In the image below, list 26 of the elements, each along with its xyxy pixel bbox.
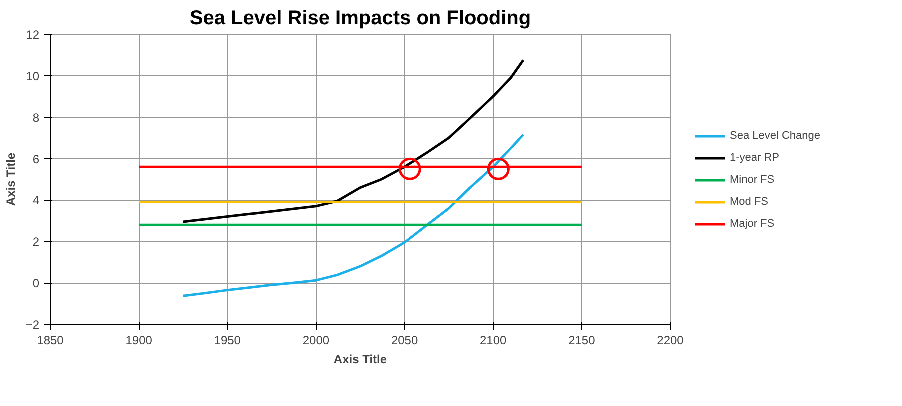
x-tick-label: 2200 [657,334,684,348]
legend-label: Sea Level Change [730,130,821,142]
chart-title: Sea Level Rise Impacts on Flooding [190,8,532,30]
x-tick-label: 2150 [568,334,596,348]
legend-label: Mod FS [730,196,769,208]
line-series [182,59,525,224]
y-tick-label: 2 [32,235,40,250]
y-tick-label: 12 [26,28,40,42]
legend-label: 1-year RP [730,152,780,164]
x-tick-label: 2050 [391,334,418,348]
y-tick-label: 4 [32,194,40,208]
y-tick-label: 10 [26,69,40,84]
x-tick-label: 1850 [37,334,64,348]
line-series [182,134,525,298]
y-tick-label: 8 [32,110,40,125]
x-tick-label: 1950 [214,334,242,348]
x-axis-title: Axis Title [334,352,388,366]
x-tick-label: 2000 [302,334,330,348]
x-tick-label: 1900 [126,334,153,348]
legend-label: Minor FS [730,174,775,186]
y-tick-label: 0 [32,276,40,291]
y-tick-label: −2 [26,318,40,332]
x-tick-label: 2100 [480,334,508,348]
y-axis-title: Axis Title [4,152,18,206]
legend-label: Major FS [730,218,775,230]
y-tick-label: 6 [32,152,40,166]
